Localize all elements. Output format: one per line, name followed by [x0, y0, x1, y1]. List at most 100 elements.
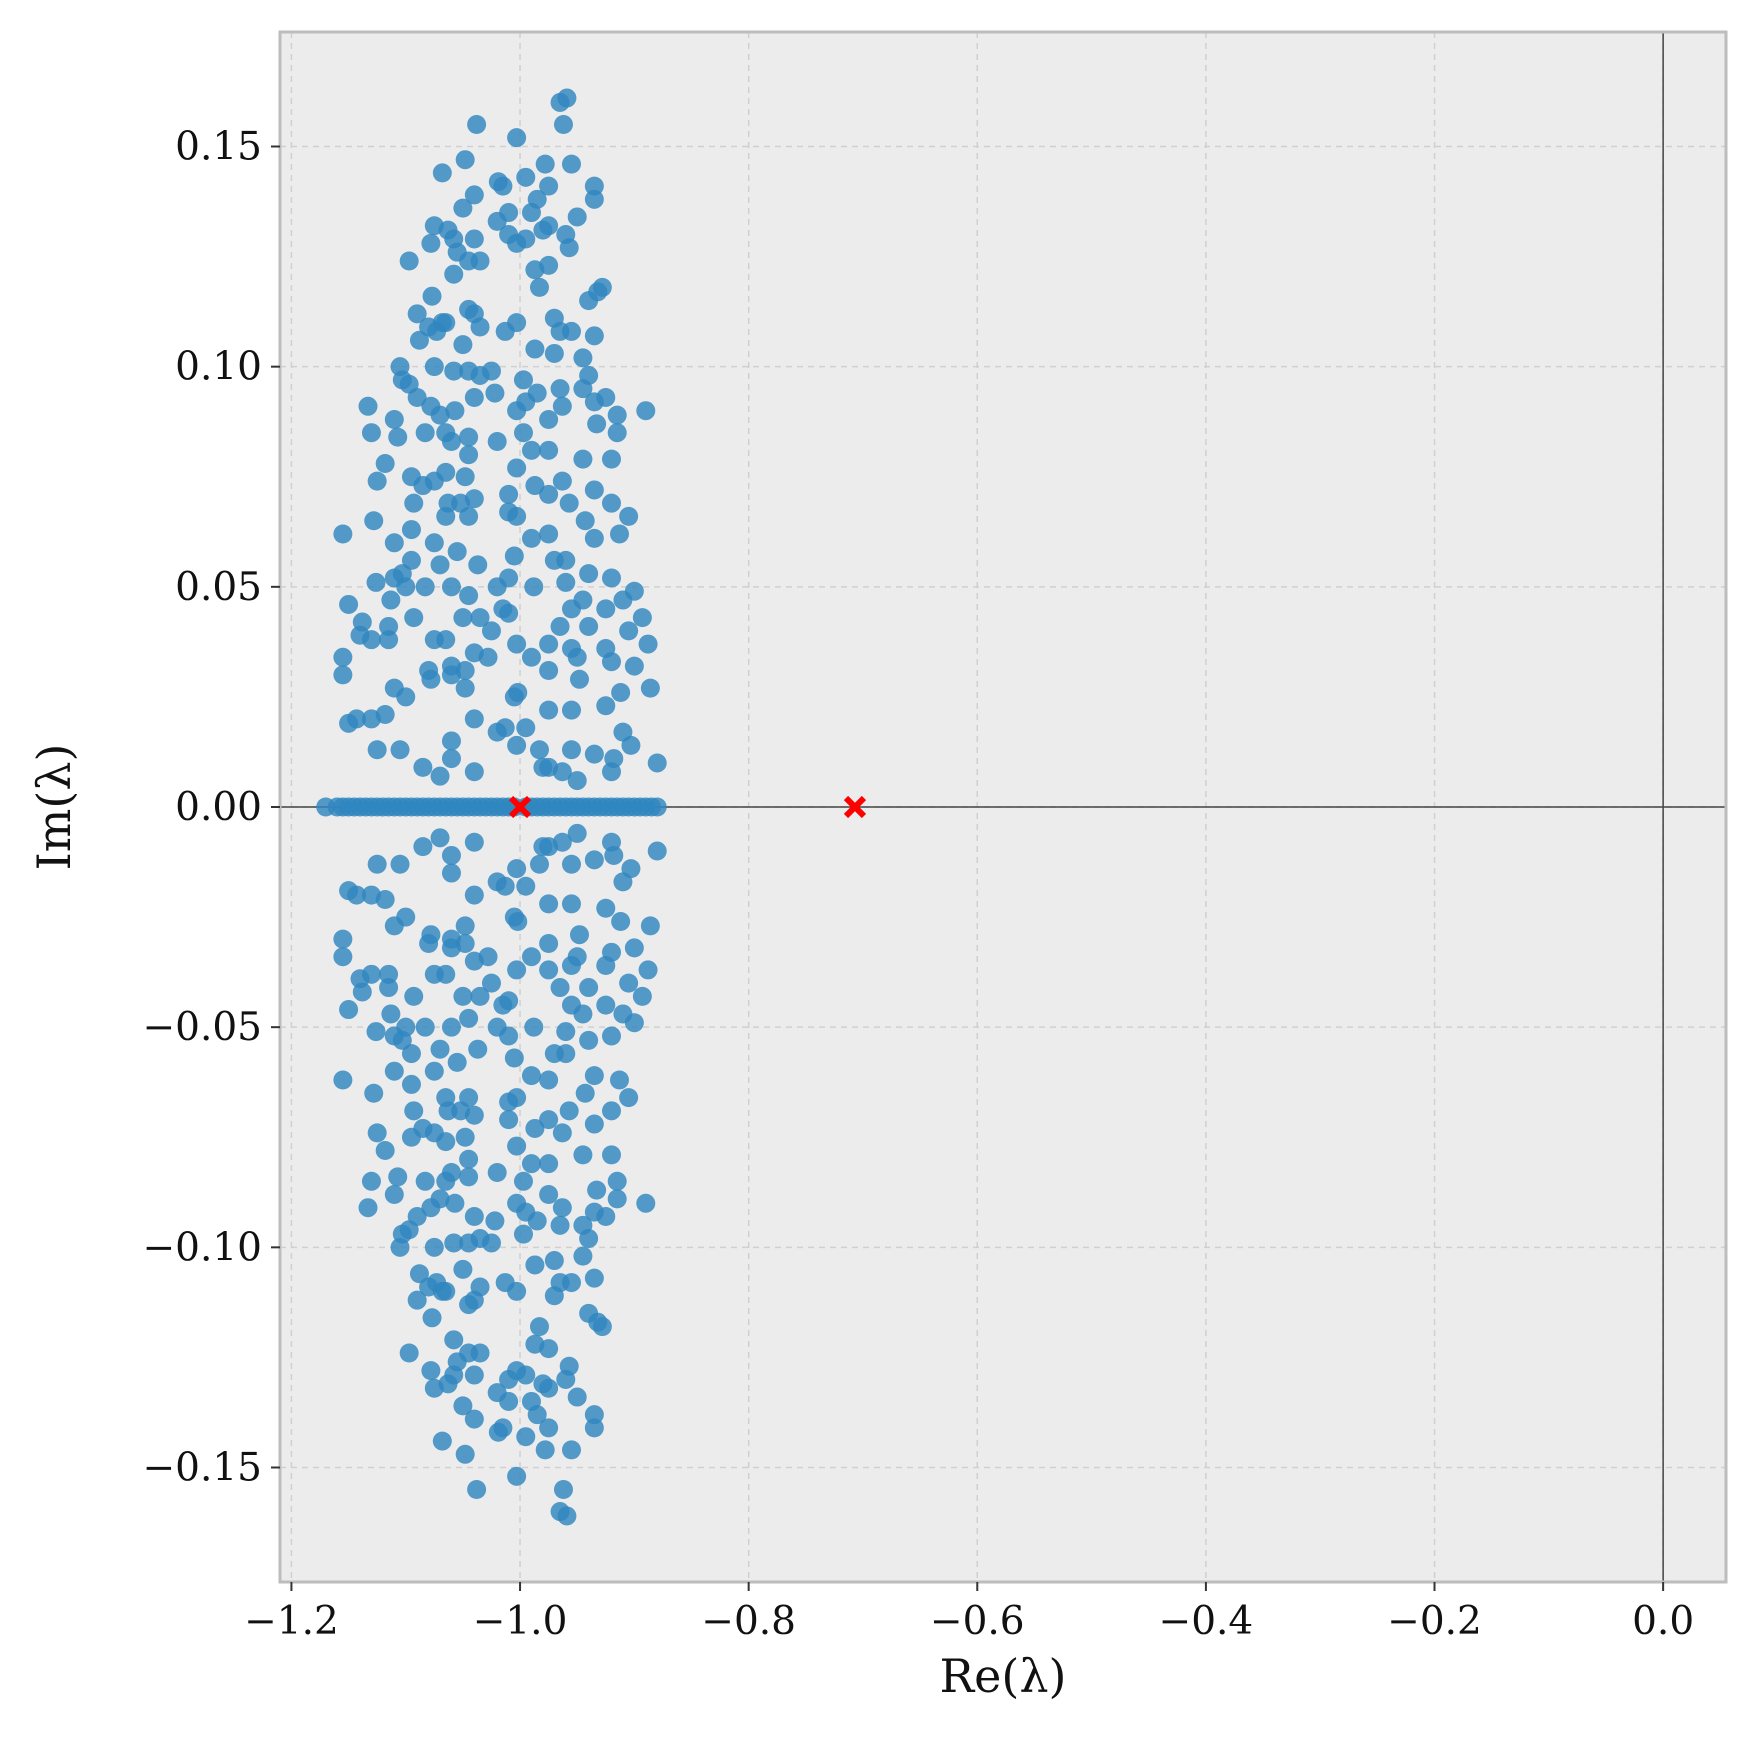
eigenvalue-point: [430, 766, 450, 786]
eigenvalue-point-conjugate: [609, 1070, 629, 1090]
eigenvalue-point: [379, 616, 399, 636]
eigenvalue-point: [413, 476, 433, 496]
y-tick-label: 0.10: [175, 345, 262, 390]
eigenvalue-point: [339, 594, 359, 614]
eigenvalue-point: [607, 423, 627, 443]
eigenvalue-point-conjugate: [384, 1061, 404, 1081]
eigenvalue-point-conjugate: [561, 894, 581, 914]
eigenvalue-point-conjugate: [539, 894, 559, 914]
eigenvalue-point: [567, 771, 587, 791]
eigenvalue-point: [485, 383, 505, 403]
eigenvalue-point: [573, 449, 593, 469]
eigenvalue-point: [596, 696, 616, 716]
y-tick-label: 0.15: [175, 124, 262, 169]
eigenvalue-point-conjugate: [624, 938, 644, 958]
eigenvalue-point-conjugate: [539, 1154, 559, 1174]
eigenvalue-point: [573, 379, 593, 399]
eigenvalue-point-conjugate: [621, 859, 641, 879]
eigenvalue-point-conjugate: [379, 964, 399, 984]
eigenvalue-point-conjugate: [607, 1189, 627, 1209]
eigenvalue-point-conjugate: [422, 1308, 442, 1328]
eigenvalue-point: [607, 405, 627, 425]
eigenvalue-point: [459, 445, 479, 465]
eigenvalue-point-conjugate: [596, 898, 616, 918]
eigenvalue-point: [587, 414, 607, 434]
eigenvalue-point: [453, 608, 473, 628]
eigenvalue-point: [415, 423, 435, 443]
eigenvalue-point-conjugate: [601, 1101, 621, 1121]
eigenvalue-point-conjugate: [396, 1017, 416, 1037]
eigenvalue-point-conjugate: [561, 854, 581, 874]
eigenvalue-point: [415, 577, 435, 597]
eigenvalue-point: [504, 546, 524, 566]
eigenvalue-point-conjugate: [507, 1466, 527, 1486]
eigenvalue-point: [430, 555, 450, 575]
eigenvalue-point: [384, 410, 404, 429]
eigenvalue-point-conjugate: [459, 1088, 479, 1108]
eigenvalue-point: [401, 520, 421, 540]
eigenvalue-point-conjugate: [499, 991, 519, 1011]
eigenvalue-point-conjugate: [575, 1083, 595, 1103]
eigenvalue-point-conjugate: [436, 1088, 456, 1108]
eigenvalue-point-conjugate: [407, 1290, 427, 1310]
eigenvalue-point: [333, 524, 353, 544]
x-tick-label: −0.4: [1159, 1599, 1254, 1644]
eigenvalue-point-conjugate: [539, 1110, 559, 1130]
eigenvalue-point-conjugate: [333, 929, 353, 949]
eigenvalue-point: [647, 753, 667, 773]
eigenvalue-point-conjugate: [358, 1198, 378, 1218]
eigenvalue-point: [539, 660, 559, 680]
eigenvalue-point-conjugate: [415, 1171, 435, 1191]
eigenvalue-point-conjugate: [552, 832, 572, 852]
eigenvalue-point: [375, 454, 395, 474]
eigenvalue-point: [455, 150, 475, 170]
eigenvalue-point: [556, 572, 576, 592]
eigenvalue-point: [464, 229, 484, 249]
eigenvalue-point-conjugate: [507, 1136, 527, 1156]
eigenvalue-point: [596, 599, 616, 619]
eigenvalue-point-conjugate: [640, 916, 660, 936]
eigenvalue-point: [550, 92, 570, 112]
eigenvalue-point-conjugate: [430, 1189, 450, 1209]
eigenvalue-point: [481, 621, 501, 641]
eigenvalue-point-conjugate: [544, 1251, 564, 1271]
eigenvalue-point: [584, 326, 604, 346]
y-axis-title: Im(λ): [27, 744, 81, 871]
eigenvalue-point-conjugate: [521, 1391, 541, 1411]
eigenvalue-point-conjugate: [638, 960, 658, 980]
eigenvalue-point: [507, 735, 527, 755]
eigenvalue-point-conjugate: [381, 1004, 401, 1024]
eigenvalue-point-conjugate: [467, 1480, 487, 1500]
eigenvalue-point-conjugate: [521, 1154, 541, 1174]
eigenvalue-point-conjugate: [384, 1185, 404, 1204]
eigenvalue-point: [407, 304, 427, 324]
eigenvalue-point-conjugate: [339, 1000, 359, 1020]
eigenvalue-point-conjugate: [529, 854, 549, 874]
eigenvalue-point-conjugate: [413, 1118, 433, 1138]
eigenvalue-point: [364, 511, 384, 531]
eigenvalue-point: [401, 550, 421, 570]
eigenvalue-point: [399, 251, 419, 271]
eigenvalue-point: [613, 590, 633, 610]
eigenvalue-point: [444, 361, 464, 381]
eigenvalue-point-conjugate: [464, 1365, 484, 1385]
eigenvalue-point: [569, 669, 589, 689]
eigenvalue-point-conjugate: [464, 832, 484, 852]
eigenvalue-point-conjugate: [504, 907, 524, 927]
eigenvalue-point: [561, 599, 581, 619]
eigenvalue-point-conjugate: [375, 1140, 395, 1160]
eigenvalue-point-conjugate: [333, 1070, 353, 1090]
eigenvalue-point-conjugate: [569, 925, 589, 945]
eigenvalue-point: [455, 678, 475, 698]
eigenvalue-point: [421, 669, 441, 689]
eigenvalue-point-conjugate: [481, 973, 501, 993]
eigenvalue-point: [441, 665, 461, 685]
eigenvalue-point: [609, 524, 629, 544]
eigenvalue-point: [436, 506, 456, 526]
eigenvalue-point-conjugate: [607, 1171, 627, 1191]
eigenvalue-point: [561, 154, 581, 174]
eigenvalue-point-conjugate: [495, 1273, 515, 1293]
y-tick-label: −0.15: [142, 1446, 262, 1491]
eigenvalue-point: [366, 572, 386, 592]
eigenvalue-point: [552, 471, 572, 491]
